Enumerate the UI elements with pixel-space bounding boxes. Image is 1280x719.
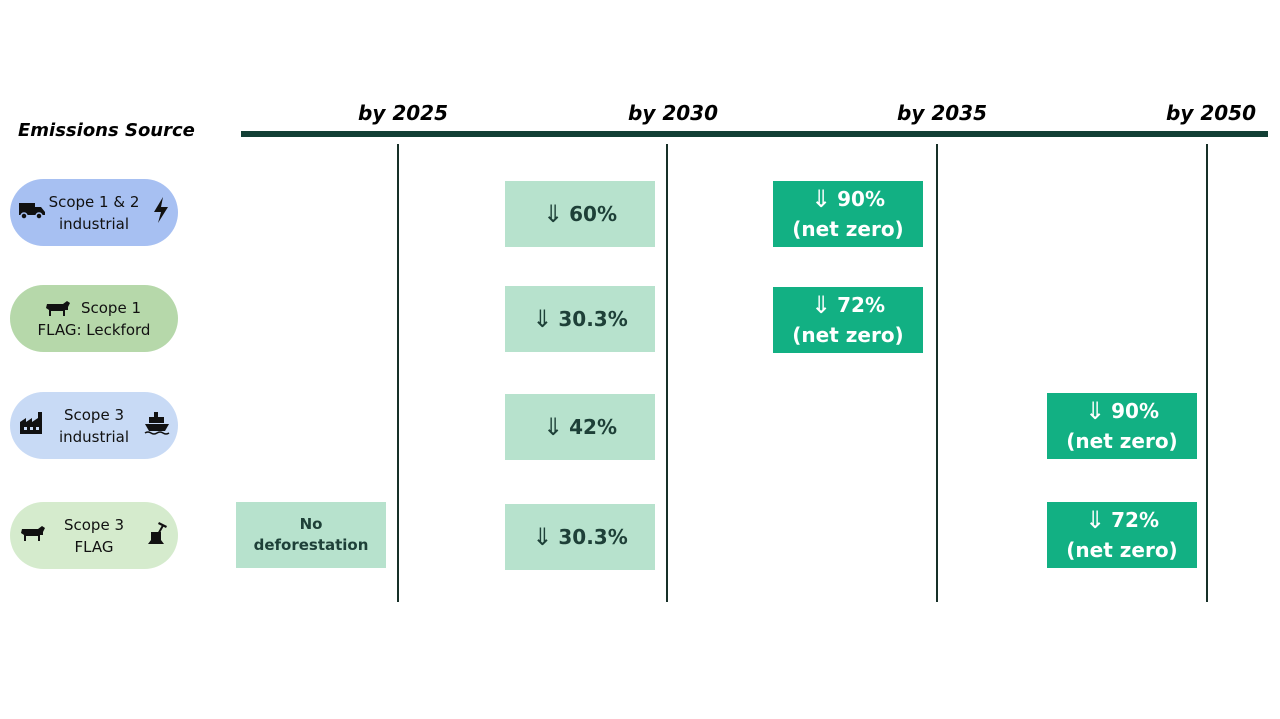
down-arrow-icon: ⇓ [543, 200, 564, 228]
down-arrow-icon: ⇓ [1085, 397, 1106, 425]
lightning-icon [152, 196, 170, 230]
source-scope-1-2-industrial: Scope 1 & 2 industrial [10, 179, 178, 246]
target-value: 60% [569, 202, 617, 226]
target-value: 30.3% [558, 307, 628, 331]
source-line-2: industrial [58, 427, 130, 446]
cow-icon [18, 523, 46, 549]
target-value: 90% [1111, 399, 1159, 423]
target-r2-2035: ⇓ 72% (net zero) [773, 287, 923, 353]
year-2035-label: by 2035 [897, 101, 987, 125]
divider-2025 [397, 144, 399, 602]
source-scope-1-flag-leckford: Scope 1 FLAG: Leckford [10, 285, 178, 352]
target-subtext: (net zero) [792, 323, 904, 347]
target-text-line-1: No [299, 515, 323, 533]
year-2025-label: by 2025 [358, 101, 448, 125]
source-scope-3-flag: Scope 3 FLAG [10, 502, 178, 569]
source-line-1: Scope 1 [45, 297, 141, 319]
source-line-1: Scope 3 [63, 515, 124, 534]
timeline-bar [241, 131, 1268, 137]
target-r3-2050: ⇓ 90% (net zero) [1047, 393, 1197, 459]
target-r1-2035: ⇓ 90% (net zero) [773, 181, 923, 247]
ship-icon [144, 410, 170, 442]
target-subtext: (net zero) [1066, 429, 1178, 453]
year-2030-label: by 2030 [628, 101, 718, 125]
truck-icon [18, 199, 46, 227]
target-value: 72% [837, 293, 885, 317]
target-r3-2030: ⇓ 42% [505, 394, 655, 460]
down-arrow-icon: ⇓ [532, 305, 553, 333]
target-r4-2030: ⇓ 30.3% [505, 504, 655, 570]
year-2050-label: by 2050 [1166, 101, 1256, 125]
target-r1-2030: ⇓ 60% [505, 181, 655, 247]
divider-2030 [666, 144, 668, 602]
target-value: 30.3% [558, 525, 628, 549]
target-value: 90% [837, 187, 885, 211]
target-r2-2030: ⇓ 30.3% [505, 286, 655, 352]
factory-icon [18, 410, 46, 442]
target-value: 42% [569, 415, 617, 439]
source-line-2: industrial [58, 214, 130, 233]
down-arrow-icon: ⇓ [532, 523, 553, 551]
emissions-source-heading: Emissions Source [18, 120, 195, 141]
down-arrow-icon: ⇓ [1085, 506, 1106, 534]
down-arrow-icon: ⇓ [811, 185, 832, 213]
target-r4-2050: ⇓ 72% (net zero) [1047, 502, 1197, 568]
source-line-2: FLAG [74, 537, 114, 556]
tree-stump-icon [144, 520, 170, 552]
divider-2035 [936, 144, 938, 602]
source-scope-3-industrial: Scope 3 industrial [10, 392, 178, 459]
divider-2050 [1206, 144, 1208, 602]
source-line-2: FLAG: Leckford [37, 320, 151, 339]
source-line-1: Scope 3 [63, 405, 124, 424]
target-text-line-2: deforestation [253, 536, 369, 554]
target-value: 72% [1111, 508, 1159, 532]
target-subtext: (net zero) [792, 217, 904, 241]
target-r4-2025: No deforestation [236, 502, 386, 568]
source-line-1: Scope 1 & 2 [48, 192, 140, 211]
down-arrow-icon: ⇓ [811, 291, 832, 319]
down-arrow-icon: ⇓ [543, 413, 564, 441]
cow-icon [43, 298, 71, 324]
target-subtext: (net zero) [1066, 538, 1178, 562]
